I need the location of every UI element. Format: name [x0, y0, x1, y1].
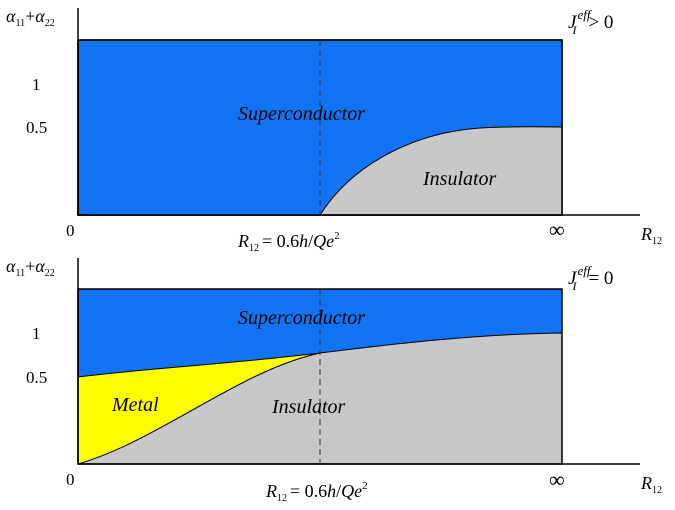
bottom-condition-label: Jeff I = 0 [568, 263, 613, 293]
top-x-axis-label: R12 [640, 224, 662, 247]
bottom-panel: α11+α22 1 0.5 0 ∞ R12 Jeff I = 0 Supercond… [6, 256, 662, 504]
top-critical-label: R12 = 0.6h/Qe2 [237, 230, 340, 254]
top-y-axis-label: α11+α22 [6, 6, 55, 29]
bottom-y-axis-label: α11+α22 [6, 256, 55, 279]
bottom-y-tick-05: 0.5 [26, 368, 47, 387]
top-y-tick-1: 1 [32, 75, 41, 94]
top-insulator-label: Insulator [422, 168, 497, 190]
top-x-tick-infinity: ∞ [549, 217, 565, 242]
bottom-superconductor-label: Superconductor [238, 307, 365, 329]
bottom-critical-label: R12 = 0.6h/Qe2 [265, 480, 368, 504]
bottom-y-tick-1: 1 [32, 324, 41, 343]
bottom-x-tick-infinity: ∞ [549, 467, 565, 492]
top-panel: α11+α22 1 0.5 0 ∞ R12 Jeff I > 0 Supercond… [6, 6, 662, 254]
top-condition-label: Jeff I > 0 [568, 7, 613, 37]
top-x-tick-0: 0 [66, 221, 75, 240]
top-insulator-region [319, 126, 563, 216]
bottom-x-tick-0: 0 [66, 470, 75, 489]
bottom-x-axis-label: R12 [640, 473, 662, 496]
bottom-metal-label: Metal [111, 394, 159, 416]
bottom-insulator-label: Insulator [271, 396, 346, 418]
top-y-tick-05: 0.5 [26, 118, 47, 137]
top-superconductor-label: Superconductor [238, 103, 365, 125]
